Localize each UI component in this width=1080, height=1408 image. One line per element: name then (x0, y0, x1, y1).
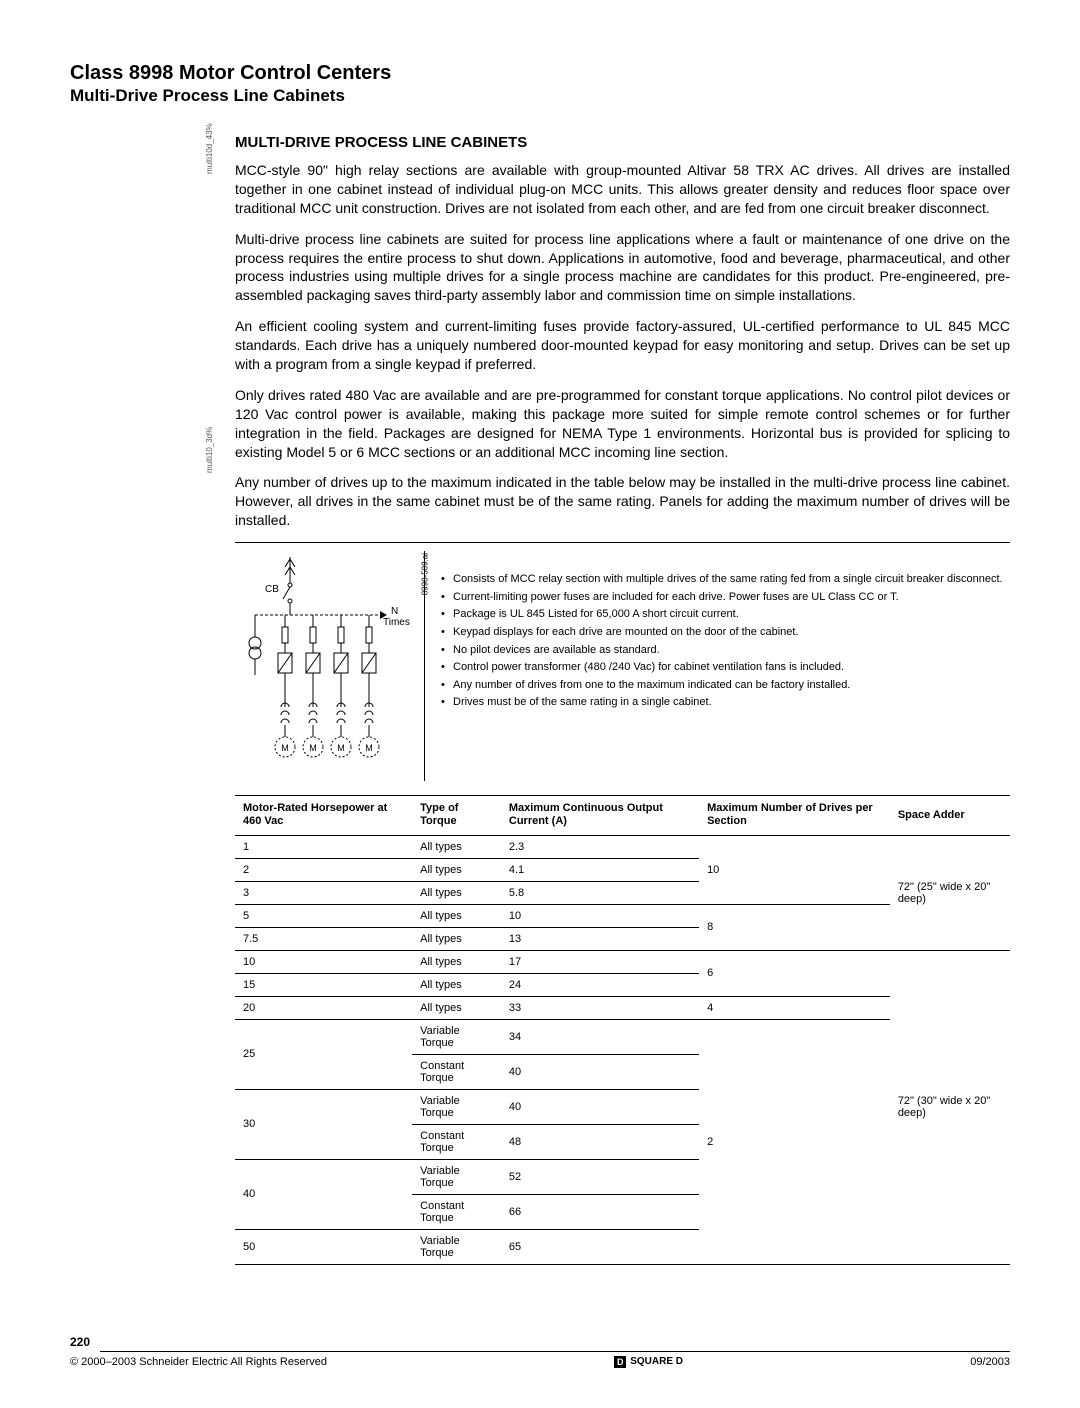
table-row: 10All types17672" (30" wide x 20" deep) (235, 950, 1010, 973)
cell-current: 5.8 (501, 881, 699, 904)
copyright: © 2000–2003 Schneider Electric All Right… (70, 1356, 327, 1368)
cell-torque: Variable Torque (412, 1019, 501, 1054)
section-heading: MULTI-DRIVE PROCESS LINE CABINETS (235, 134, 1010, 151)
cell-hp: 20 (235, 996, 412, 1019)
footer-date: 09/2003 (970, 1356, 1010, 1368)
svg-text:M: M (365, 743, 373, 753)
cell-current: 48 (501, 1124, 699, 1159)
cell-current: 34 (501, 1019, 699, 1054)
brand-logo: D SQUARE D (614, 1356, 683, 1368)
cell-current: 2.3 (501, 835, 699, 858)
cell-hp: 25 (235, 1019, 412, 1089)
page-header: Class 8998 Motor Control Centers Multi-D… (70, 60, 1010, 106)
cell-torque: Constant Torque (412, 1054, 501, 1089)
table-header: Maximum Continuous Output Current (A) (501, 796, 699, 835)
cell-current: 52 (501, 1159, 699, 1194)
diagram-file-label: 8998-509.ai (420, 553, 429, 595)
cell-current: 4.1 (501, 858, 699, 881)
cell-drives: 2 (699, 1019, 890, 1264)
paragraph: An efficient cooling system and current-… (235, 317, 1010, 374)
paragraph: Multi-drive process line cabinets are su… (235, 230, 1010, 306)
content: multi10d_43% MULTI-DRIVE PROCESS LINE CA… (235, 134, 1010, 1265)
cell-hp: 3 (235, 881, 412, 904)
cell-torque: Variable Torque (412, 1089, 501, 1124)
footer: 220 © 2000–2003 Schneider Electric All R… (70, 1335, 1010, 1368)
cell-torque: All types (412, 973, 501, 996)
svg-text:M: M (337, 743, 345, 753)
paragraph: Any number of drives up to the maximum i… (235, 473, 1010, 530)
cell-drives: 6 (699, 950, 890, 996)
bullet-item: Any number of drives from one to the max… (439, 677, 1004, 695)
cell-torque: All types (412, 881, 501, 904)
bullet-item: Package is UL 845 Listed for 65,000 A sh… (439, 606, 1004, 624)
cell-torque: Variable Torque (412, 1229, 501, 1264)
cell-torque: All types (412, 950, 501, 973)
cell-current: 40 (501, 1089, 699, 1124)
cell-current: 10 (501, 904, 699, 927)
logo-square-icon: D (614, 1356, 626, 1368)
bullet-item: Control power transformer (480 /240 Vac)… (439, 659, 1004, 677)
title-main: Class 8998 Motor Control Centers (70, 60, 1010, 86)
table-header: Motor-Rated Horsepower at 460 Vac (235, 796, 412, 835)
svg-text:M: M (281, 743, 289, 753)
cell-hp: 2 (235, 858, 412, 881)
cell-torque: Variable Torque (412, 1159, 501, 1194)
svg-text:M: M (309, 743, 317, 753)
cell-space: 72" (25" wide x 20" deep) (890, 835, 1010, 950)
cell-current: 66 (501, 1194, 699, 1229)
logo-text: SQUARE D (630, 1356, 683, 1367)
cell-current: 40 (501, 1054, 699, 1089)
svg-text:Times: Times (383, 617, 410, 628)
table-header: Maximum Number of Drives per Section (699, 796, 890, 835)
bullet-item: Current-limiting power fuses are include… (439, 589, 1004, 607)
cell-torque: Constant Torque (412, 1124, 501, 1159)
diagram-bullets: Consists of MCC relay section with multi… (425, 551, 1010, 781)
cell-current: 17 (501, 950, 699, 973)
cell-space: 72" (30" wide x 20" deep) (890, 950, 1010, 1264)
paragraph: MCC-style 90" high relay sections are av… (235, 161, 1010, 218)
circuit-svg: CB N Times (235, 557, 413, 772)
spec-table: Motor-Rated Horsepower at 460 VacType of… (235, 795, 1010, 1264)
table-header: Space Adder (890, 796, 1010, 835)
bullet-item: Consists of MCC relay section with multi… (439, 571, 1004, 589)
cell-hp: 30 (235, 1089, 412, 1159)
page-number: 220 (70, 1335, 90, 1349)
bullet-item: Keypad displays for each drive are mount… (439, 624, 1004, 642)
cell-current: 24 (501, 973, 699, 996)
cell-hp: 10 (235, 950, 412, 973)
paragraph: Only drives rated 480 Vac are available … (235, 386, 1010, 462)
cell-hp: 5 (235, 904, 412, 927)
cell-hp: 1 (235, 835, 412, 858)
bullet-item: No pilot devices are available as standa… (439, 642, 1004, 660)
table-header: Type of Torque (412, 796, 501, 835)
cell-drives: 8 (699, 904, 890, 950)
svg-text:N: N (391, 606, 398, 617)
bullet-item: Drives must be of the same rating in a s… (439, 694, 1004, 712)
cell-drives: 10 (699, 835, 890, 904)
circuit-diagram: 8998-509.ai CB N (235, 551, 425, 781)
cell-hp: 40 (235, 1159, 412, 1229)
cell-torque: All types (412, 996, 501, 1019)
side-label-2: multi10_3d% (205, 427, 214, 473)
cell-hp: 7.5 (235, 927, 412, 950)
title-sub: Multi-Drive Process Line Cabinets (70, 86, 1010, 106)
side-label-1: multi10d_43% (205, 123, 214, 174)
cell-current: 33 (501, 996, 699, 1019)
cell-hp: 15 (235, 973, 412, 996)
cell-torque: All types (412, 927, 501, 950)
diagram-block: 8998-509.ai CB N (235, 542, 1010, 781)
cell-drives: 4 (699, 996, 890, 1019)
cell-torque: All types (412, 904, 501, 927)
cell-hp: 50 (235, 1229, 412, 1264)
cell-torque: Constant Torque (412, 1194, 501, 1229)
table-row: 1All types2.31072" (25" wide x 20" deep) (235, 835, 1010, 858)
cell-torque: All types (412, 858, 501, 881)
cell-current: 13 (501, 927, 699, 950)
cell-torque: All types (412, 835, 501, 858)
svg-text:CB: CB (265, 584, 279, 595)
cell-current: 65 (501, 1229, 699, 1264)
